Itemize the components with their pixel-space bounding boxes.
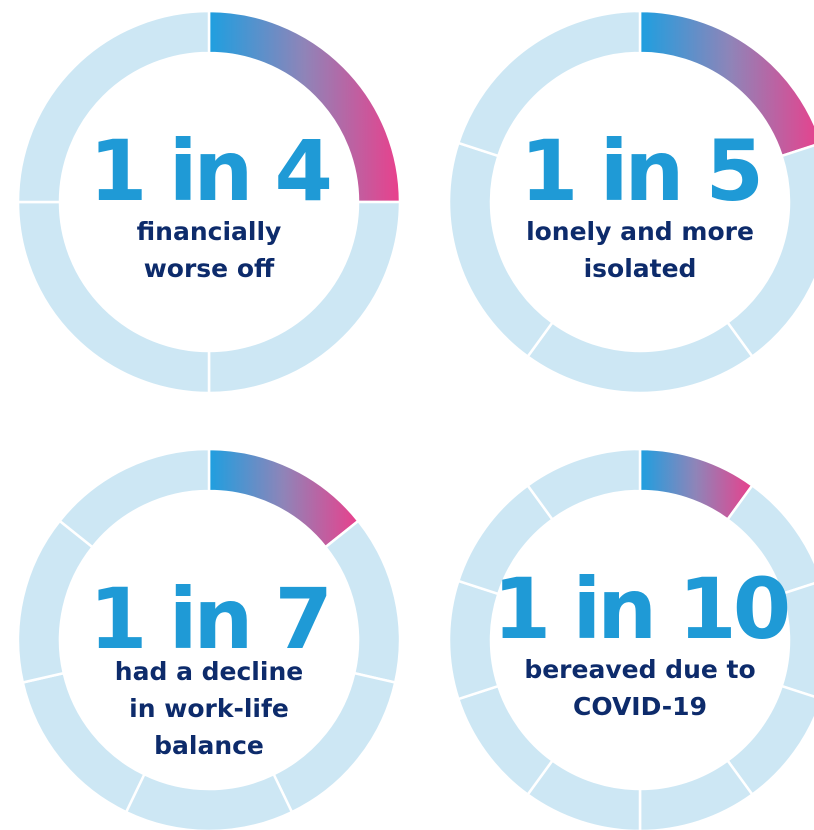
ring-segment [323,519,402,684]
ring-segment [456,684,555,797]
headline: 1 in 5 [520,122,760,220]
label-line: balance [154,731,264,760]
label-line: bereaved due to [524,655,755,684]
ring-segment [124,772,294,830]
label-line: had a decline [115,657,303,686]
label-line: COVID-19 [573,692,707,721]
highlight-segment [638,9,814,158]
ring-segment [456,9,642,158]
ring-segment [447,579,500,701]
label-line: financially [137,217,282,246]
ring-segment [638,758,755,830]
label-line: isolated [584,254,697,283]
label-line: in work-life [129,694,289,723]
highlight-segment [207,447,361,549]
ring-segment [16,519,95,684]
label-line: lonely and more [526,217,754,246]
headline: 1 in 4 [89,122,330,220]
headline: 1 in 10 [493,560,788,658]
ring-segment [271,671,397,814]
headline: 1 in 7 [89,570,329,668]
ring-segment [21,671,147,814]
ring-segment [16,9,211,204]
ring-segment [525,320,755,395]
ring-segment [57,447,211,549]
ring-segment [525,447,642,522]
label-line: worse off [144,254,275,283]
